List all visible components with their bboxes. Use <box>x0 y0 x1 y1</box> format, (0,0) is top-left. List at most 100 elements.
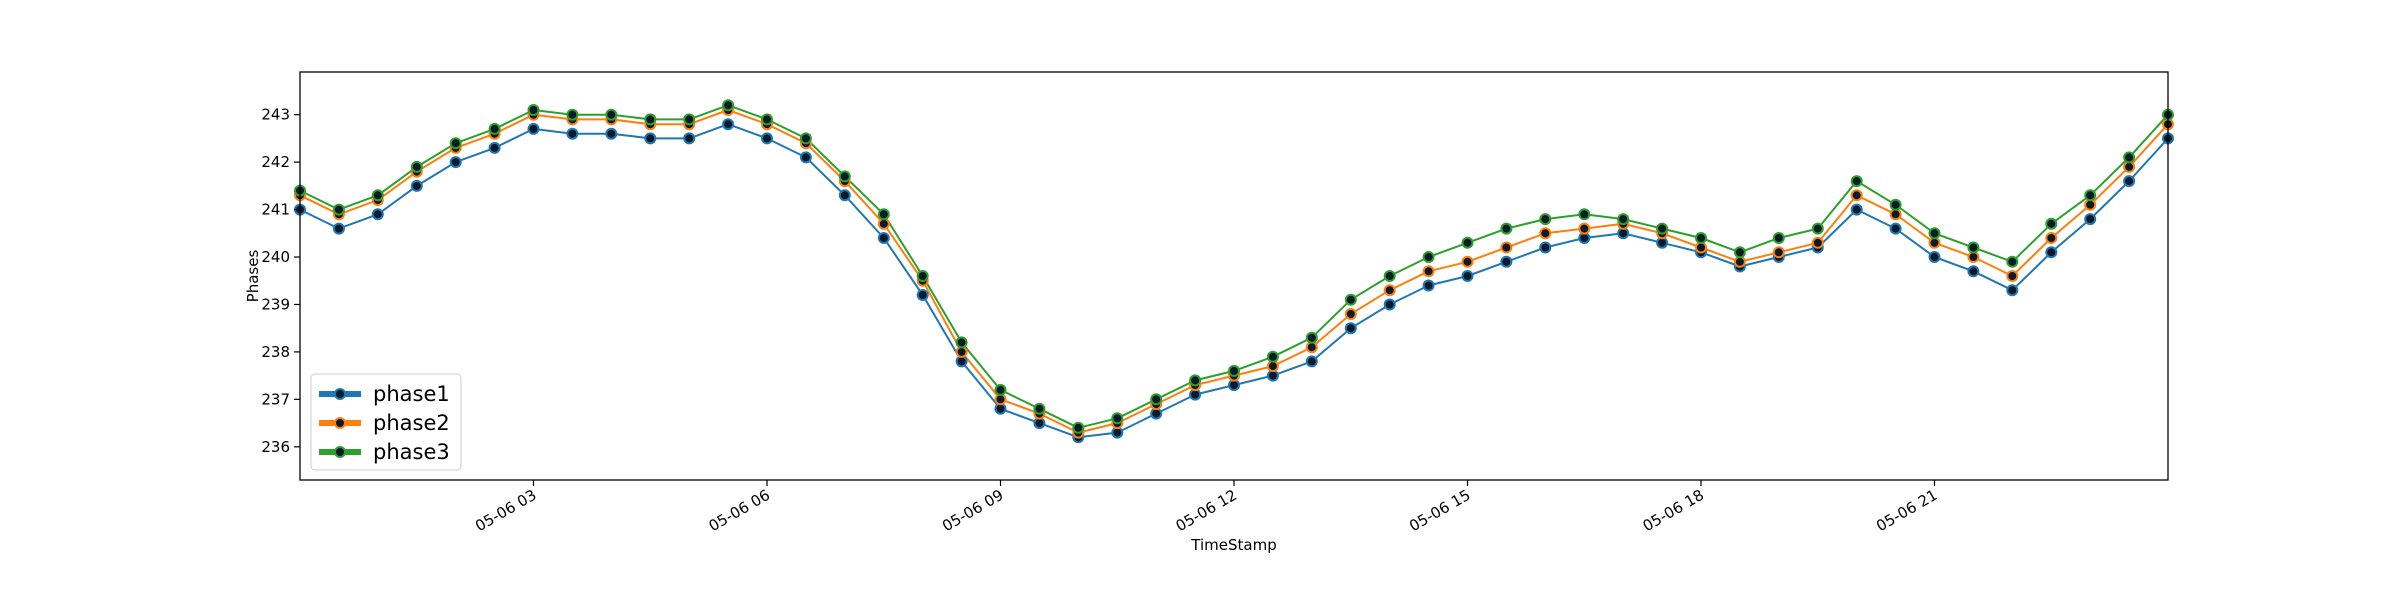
data-point-phase1 <box>1383 298 1396 311</box>
data-point-phase2 <box>1461 255 1474 268</box>
data-point-phase2 <box>2045 232 2058 244</box>
data-point-phase3 <box>761 113 773 126</box>
legend-marker-phase3 <box>334 446 346 458</box>
data-point-phase3 <box>722 99 735 112</box>
data-point-phase1 <box>799 151 812 164</box>
data-point-phase3 <box>566 108 579 121</box>
data-point-phase3 <box>799 132 812 145</box>
x-tick-label: 05-06 21 <box>1873 486 1940 535</box>
data-point-phase3 <box>1383 270 1396 282</box>
data-point-phase1 <box>1539 241 1552 254</box>
data-point-phase1 <box>1422 279 1435 292</box>
y-tick-label: 240 <box>261 248 290 266</box>
data-point-phase3 <box>877 208 890 221</box>
legend-marker-phase1 <box>334 388 346 400</box>
data-point-phase3 <box>1461 236 1474 249</box>
data-point-phase2 <box>1383 284 1396 297</box>
marker-layer <box>294 99 2174 444</box>
data-point-phase2 <box>2006 270 2019 282</box>
legend-label-phase2: phase2 <box>373 411 450 435</box>
legend-label-phase1: phase1 <box>373 382 450 406</box>
data-point-phase1 <box>761 132 773 145</box>
data-point-phase3 <box>1305 331 1318 344</box>
y-tick-label: 242 <box>261 153 290 171</box>
data-point-phase2 <box>1811 236 1824 249</box>
x-tick-label: 05-06 15 <box>1406 486 1473 535</box>
data-point-phase1 <box>2006 284 2019 297</box>
data-point-phase3 <box>1500 222 1513 235</box>
legend-box <box>310 373 462 471</box>
data-point-phase3 <box>410 160 423 173</box>
data-point-phase2 <box>1539 227 1552 240</box>
data-point-phase1 <box>410 179 423 192</box>
data-point-phase2 <box>1578 222 1591 235</box>
data-point-phase1 <box>488 141 501 154</box>
data-point-phase3 <box>1772 232 1785 244</box>
data-point-phase1 <box>683 132 696 145</box>
data-point-phase3 <box>1578 208 1591 221</box>
data-point-phase1 <box>332 222 345 235</box>
data-point-phase3 <box>1422 251 1435 263</box>
data-point-phase2 <box>1422 265 1435 278</box>
data-point-phase1 <box>644 132 657 145</box>
data-point-phase1 <box>916 289 929 301</box>
data-point-phase3 <box>1189 374 1202 387</box>
data-point-phase3 <box>2006 255 2019 268</box>
data-point-phase1 <box>838 189 851 202</box>
data-point-phase3 <box>1928 227 1941 240</box>
data-point-phase3 <box>371 189 384 202</box>
data-point-phase1 <box>566 127 579 140</box>
data-point-phase3 <box>1344 293 1357 306</box>
data-point-phase2 <box>1500 241 1513 254</box>
data-point-phase3 <box>1539 213 1552 226</box>
y-tick-label: 239 <box>261 295 290 313</box>
data-point-phase1 <box>1967 265 1980 278</box>
data-point-phase1 <box>371 208 384 221</box>
y-tick-label: 237 <box>261 390 290 408</box>
data-point-phase1 <box>2045 246 2058 259</box>
data-point-phase1 <box>1344 322 1357 335</box>
x-tick-label: 05-06 12 <box>1173 486 1240 535</box>
data-point-phase3 <box>1111 412 1124 425</box>
data-point-phase1 <box>2123 175 2136 188</box>
data-point-phase1 <box>1850 203 1863 216</box>
data-point-phase3 <box>1811 222 1824 235</box>
data-point-phase1 <box>877 232 890 244</box>
data-point-phase1 <box>1305 355 1318 368</box>
data-point-phase1 <box>1889 222 1902 235</box>
data-point-phase1 <box>527 122 540 135</box>
data-point-phase3 <box>1733 246 1746 259</box>
y-tick-label: 243 <box>261 106 290 124</box>
x-tick-label: 05-06 09 <box>939 486 1006 535</box>
data-point-phase3 <box>1656 222 1669 235</box>
data-point-phase3 <box>1033 402 1046 415</box>
legend-marker-phase2 <box>334 417 346 429</box>
legend: phase1 phase2 phase3 <box>310 373 462 471</box>
data-point-phase3 <box>1072 421 1085 434</box>
data-point-phase3 <box>1150 393 1163 406</box>
data-point-phase3 <box>1266 350 1279 363</box>
data-point-phase3 <box>644 113 657 126</box>
y-tick-label: 238 <box>261 343 290 361</box>
data-point-phase3 <box>1889 198 1902 211</box>
data-point-phase3 <box>916 270 929 282</box>
x-tick-label: 05-06 03 <box>472 486 539 535</box>
data-point-phase1 <box>605 127 618 140</box>
data-point-phase2 <box>1344 308 1357 320</box>
data-point-phase3 <box>332 203 345 216</box>
data-point-phase3 <box>2084 189 2097 202</box>
legend-label-phase3: phase3 <box>373 440 450 464</box>
data-point-phase3 <box>1228 364 1240 377</box>
data-point-phase3 <box>527 104 540 116</box>
x-tick-label: 05-06 18 <box>1640 486 1707 535</box>
data-point-phase3 <box>449 137 462 150</box>
y-axis-label: Phases <box>244 250 262 303</box>
data-point-phase1 <box>2084 213 2097 226</box>
data-point-phase3 <box>1695 232 1707 244</box>
data-point-phase2 <box>1850 189 1863 202</box>
data-point-phase3 <box>2123 151 2136 164</box>
data-point-phase3 <box>605 108 618 121</box>
data-point-phase1 <box>1928 251 1941 263</box>
data-point-phase3 <box>488 122 501 135</box>
x-tick-label: 05-06 06 <box>706 486 773 535</box>
